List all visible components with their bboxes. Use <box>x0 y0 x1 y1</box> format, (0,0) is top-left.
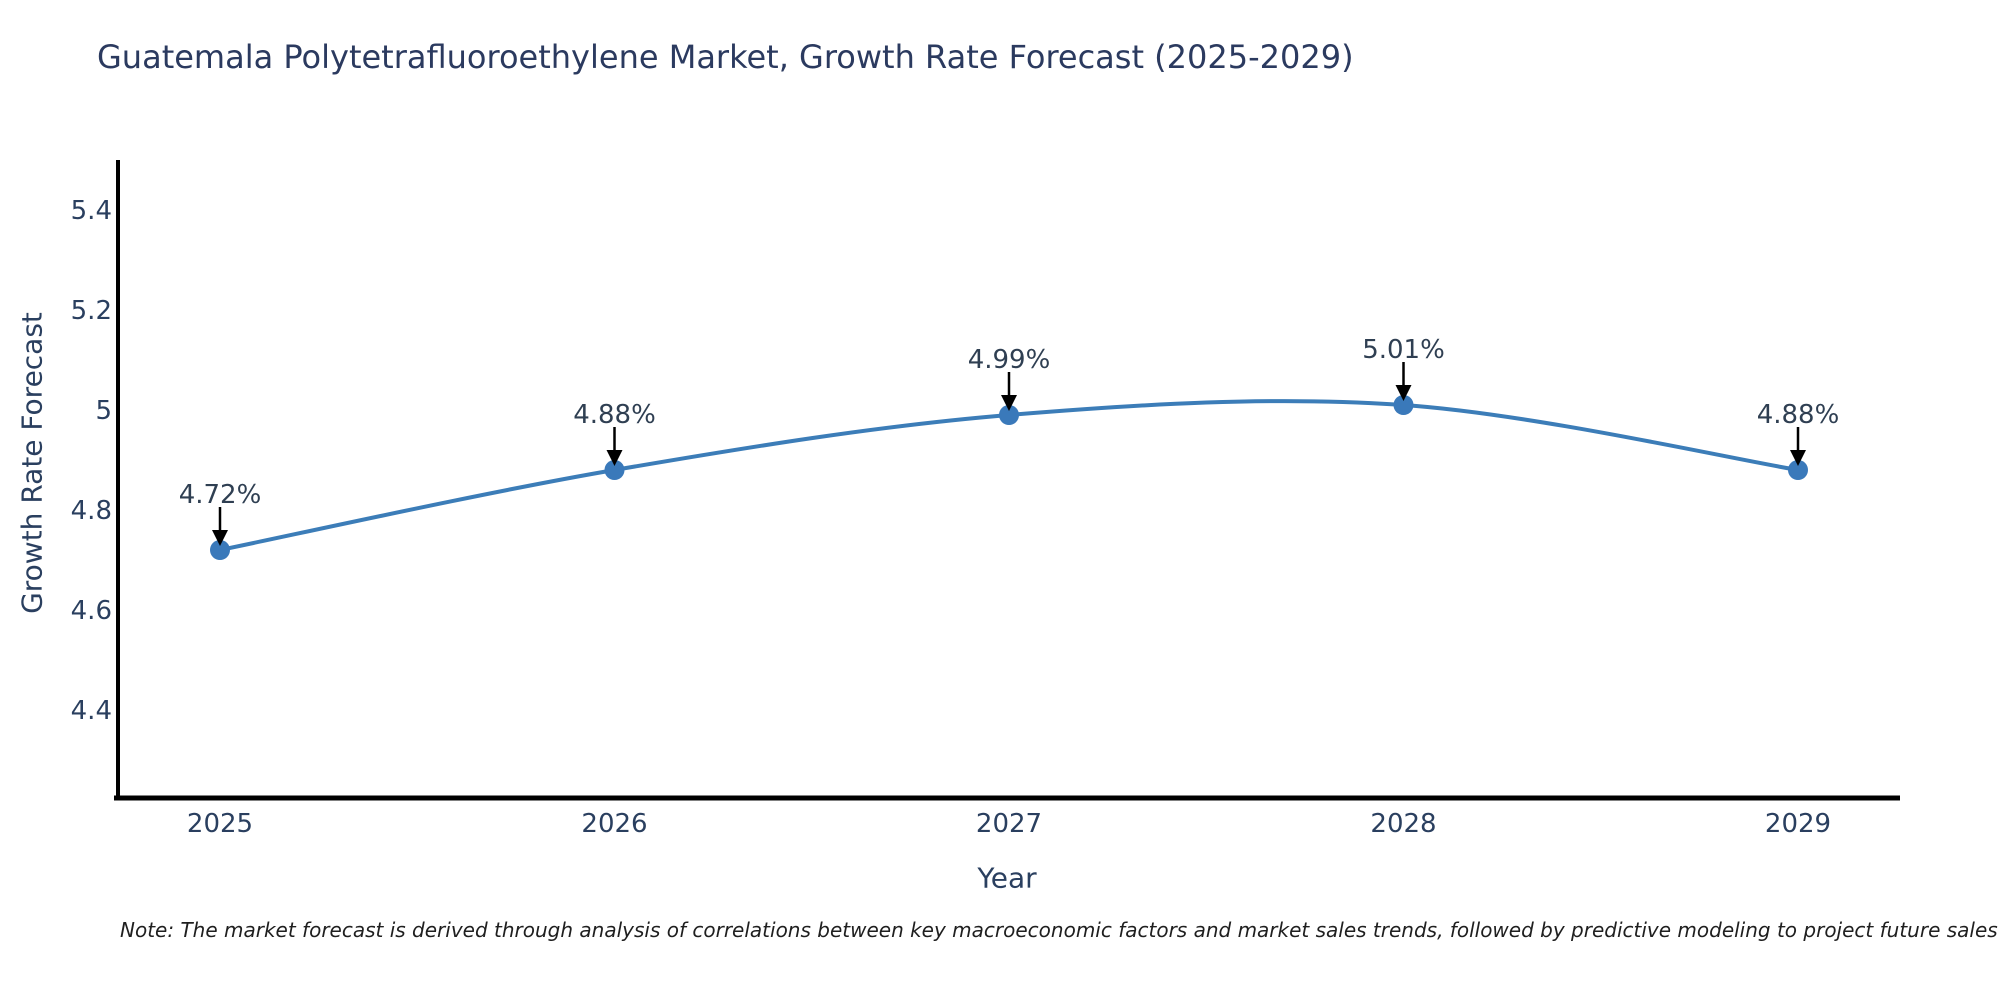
x-tick-label: 2029 <box>1765 809 1831 839</box>
data-point-label: 4.88% <box>1757 400 1840 430</box>
y-tick-label: 5.4 <box>71 196 112 226</box>
data-point-marker[interactable] <box>210 540 230 560</box>
x-axis-title: Year <box>977 861 1037 895</box>
data-point-marker[interactable] <box>604 460 625 480</box>
data-point-label: 5.01% <box>1362 335 1445 365</box>
x-tick-label: 2026 <box>581 809 647 839</box>
y-tick-label: 4.6 <box>71 596 112 626</box>
data-point-marker[interactable] <box>1393 395 1414 415</box>
y-tick-label: 5.2 <box>71 296 112 326</box>
x-tick-label: 2028 <box>1370 809 1436 839</box>
data-point-marker[interactable] <box>999 405 1019 425</box>
y-tick-label: 4.8 <box>71 496 112 526</box>
data-point-label: 4.88% <box>573 400 656 430</box>
y-axis-title: Growth Rate Forecast <box>15 312 49 614</box>
y-tick-label: 5 <box>95 396 112 426</box>
y-tick-label: 4.4 <box>71 696 112 726</box>
annotation-arrowhead-icon <box>606 450 623 466</box>
annotation-arrowhead-icon <box>1790 450 1806 466</box>
data-point-label: 4.72% <box>179 480 262 510</box>
chart-title: Guatemala Polytetrafluoroethylene Market… <box>97 38 1354 76</box>
data-point-label: 4.99% <box>968 345 1051 375</box>
x-tick-label: 2027 <box>976 809 1042 839</box>
annotation-arrowhead-icon <box>212 530 228 546</box>
annotation-arrowhead-icon <box>1001 395 1017 411</box>
x-tick-label: 2025 <box>187 809 253 839</box>
footnote: Note: The market forecast is derived thr… <box>120 918 1998 942</box>
annotation-arrowhead-icon <box>1395 385 1412 401</box>
data-point-marker[interactable] <box>1788 460 1808 480</box>
